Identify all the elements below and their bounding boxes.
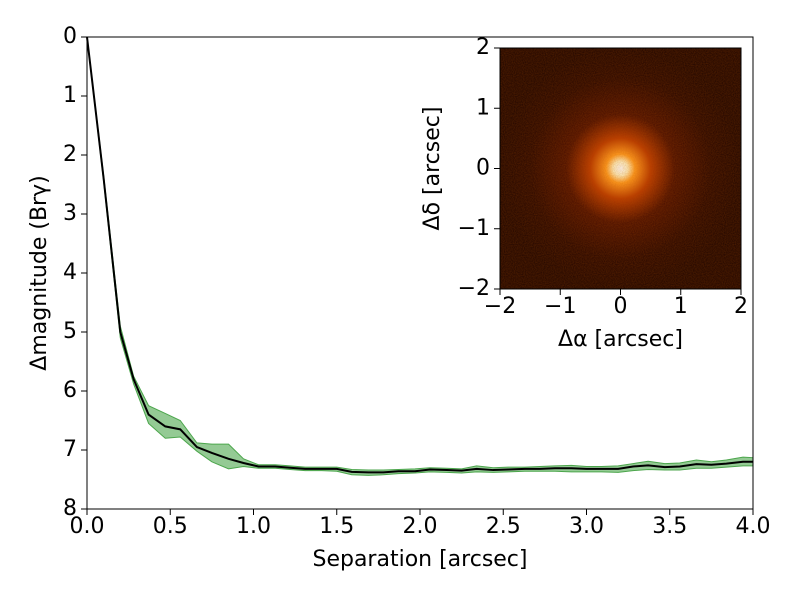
y-tick-label: 4	[63, 260, 77, 285]
y-tick-label: 1	[63, 83, 77, 108]
y-tick-label: 6	[63, 378, 77, 403]
y-axis-label: Δδ [arcsec]	[420, 107, 445, 231]
x-tick-label: 0.0	[70, 514, 105, 539]
x-tick-label: 1.0	[236, 514, 271, 539]
y-tick-label: 5	[63, 319, 77, 344]
y-tick-label: 2	[476, 35, 490, 60]
x-axis-label: Δα [arcsec]	[558, 327, 683, 352]
x-axis-label: Separation [arcsec]	[312, 547, 527, 572]
y-tick-label: 1	[476, 95, 490, 120]
y-tick-label: 7	[63, 437, 77, 462]
y-tick-label: 0	[63, 24, 77, 49]
x-tick-label: 2	[734, 294, 748, 319]
x-tick-label: 1.5	[319, 514, 354, 539]
x-tick-label: 2.5	[486, 514, 521, 539]
x-tick-label: −1	[544, 294, 576, 319]
y-tick-label: 2	[63, 142, 77, 167]
image-noise	[500, 48, 741, 289]
y-axis-label: Δmagnitude (Brγ)	[27, 175, 52, 370]
x-tick-label: −2	[484, 294, 516, 319]
x-tick-label: 0	[614, 294, 628, 319]
y-tick-label: 8	[63, 496, 77, 521]
y-tick-label: −1	[458, 216, 490, 241]
x-tick-label: 0.5	[153, 514, 188, 539]
x-tick-label: 3.5	[652, 514, 687, 539]
y-tick-label: −2	[458, 276, 490, 301]
y-tick-label: 0	[476, 156, 490, 181]
x-tick-label: 3.0	[569, 514, 604, 539]
line	[86, 36, 753, 474]
x-tick-label: 2.0	[403, 514, 438, 539]
x-tick-label: 4.0	[736, 514, 771, 539]
x-tick-label: 1	[674, 294, 688, 319]
y-tick-label: 3	[63, 201, 77, 226]
